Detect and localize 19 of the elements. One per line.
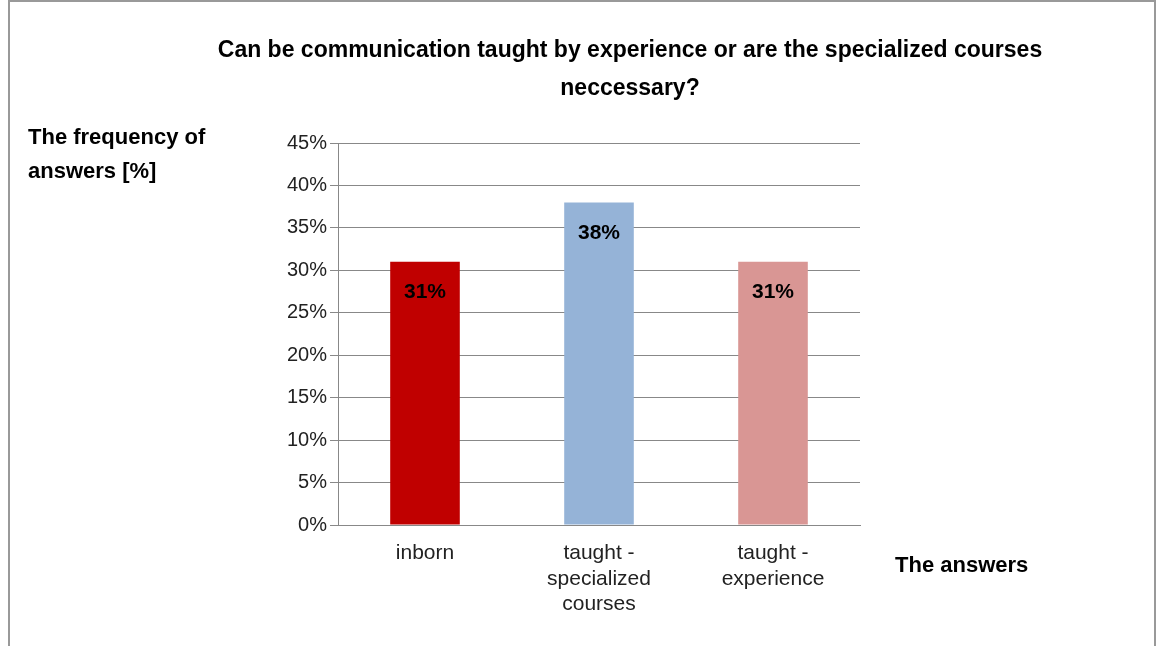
data-label: 31% <box>751 279 795 303</box>
data-label: 31% <box>403 279 447 303</box>
data-label: 38% <box>577 219 621 243</box>
y-axis-title: The frequency of answers [%] <box>28 123 207 185</box>
y-tick-label: 45% <box>286 130 328 153</box>
x-tick-label: taught - experience <box>721 540 825 589</box>
y-tick-label: 30% <box>286 257 328 280</box>
y-tick-label: 25% <box>286 300 328 323</box>
y-tick-label: 40% <box>286 172 328 195</box>
x-axis-title: The answers <box>895 552 1029 578</box>
x-tick-label: inborn <box>395 540 455 564</box>
y-tick-label: 0% <box>298 512 328 535</box>
x-tick-label: taught - specialized courses <box>547 540 651 614</box>
y-tick-label: 5% <box>298 470 328 493</box>
chart-title: Can be communication taught by experience or are the specialized courses neccessary? <box>216 35 1044 102</box>
y-tick-label: 15% <box>286 385 328 408</box>
y-tick-label: 35% <box>286 215 328 238</box>
y-tick-label: 20% <box>286 342 328 365</box>
y-tick-label: 10% <box>286 427 328 450</box>
